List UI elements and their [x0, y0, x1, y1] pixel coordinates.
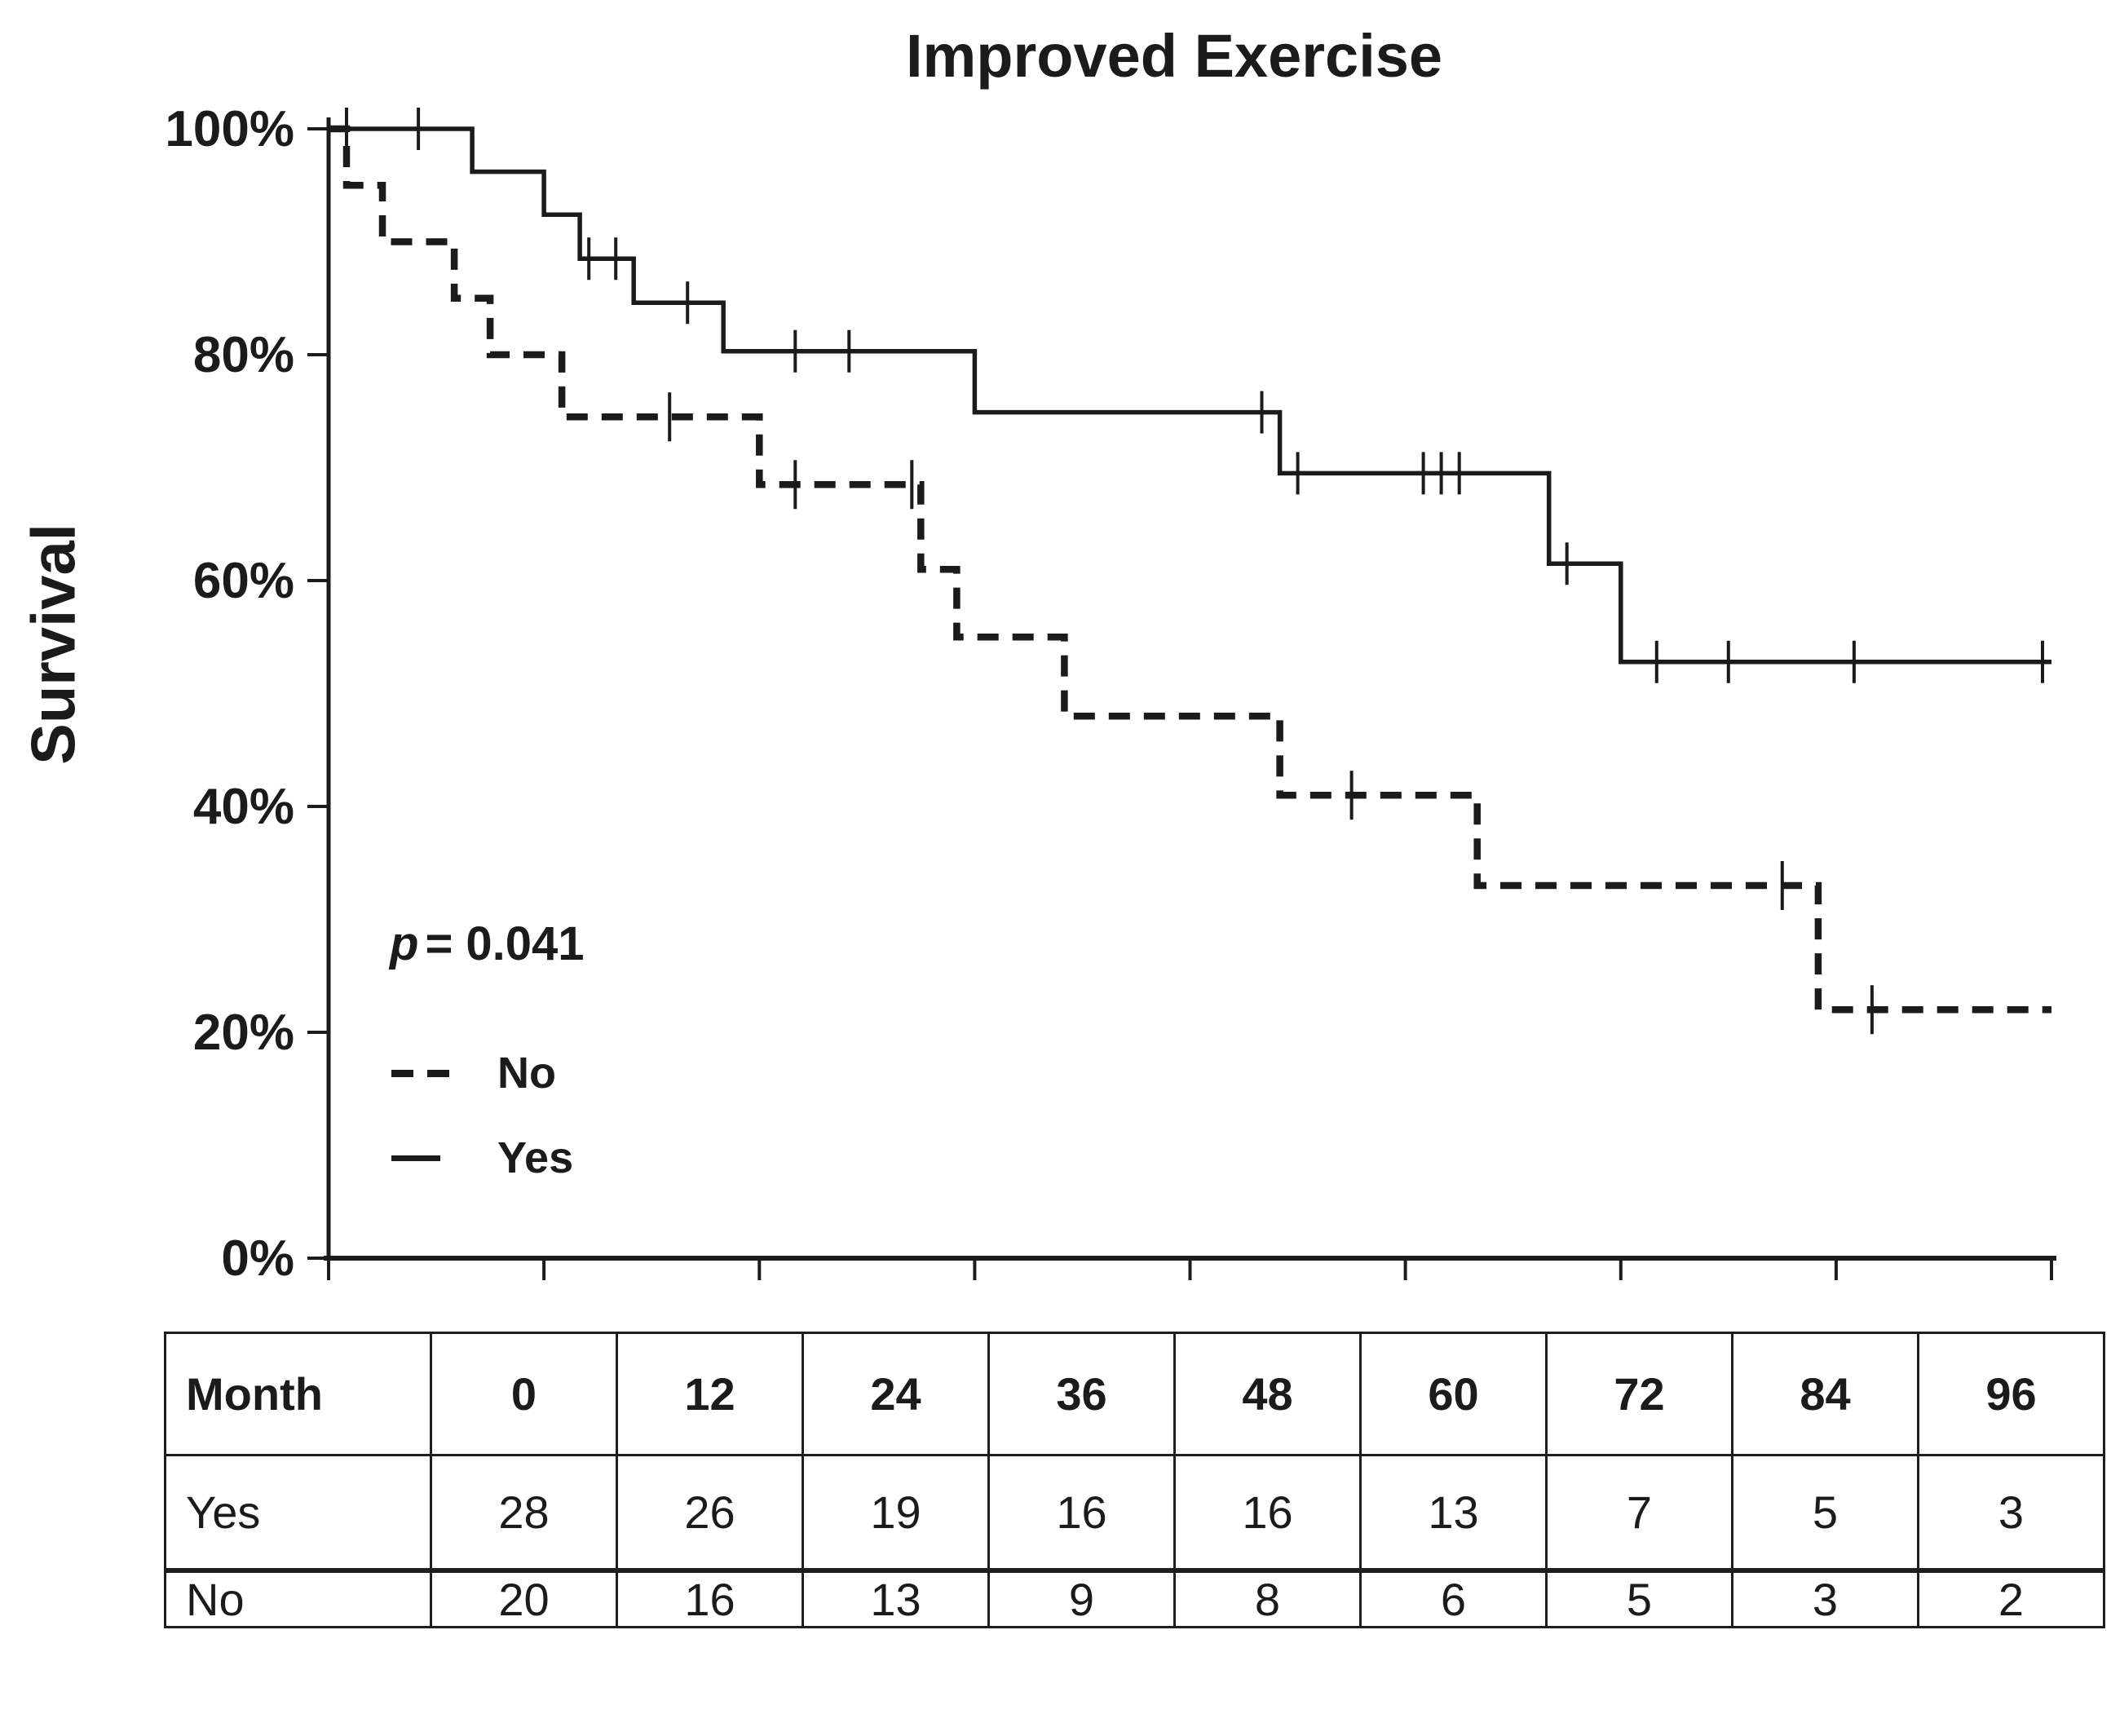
risk-count-cell: 9	[987, 1569, 1176, 1628]
risk-count-cell: 7	[1545, 1454, 1733, 1573]
risk-table-month-84: 84	[1731, 1332, 1919, 1456]
y-tick-label: 60%	[193, 553, 294, 609]
p-value-annotation: p = 0.041	[390, 917, 585, 971]
y-tick-label: 80%	[193, 327, 294, 383]
legend-label-yes: Yes	[497, 1133, 574, 1182]
risk-count-cell: 28	[430, 1454, 618, 1573]
legend-item-no: No	[391, 1044, 573, 1102]
risk-count-cell: 16	[1173, 1454, 1362, 1573]
risk-table-month-48: 48	[1173, 1332, 1362, 1456]
solid-line-sample-icon	[391, 1155, 466, 1161]
yes-survival-curve	[329, 126, 2051, 665]
p-symbol: p	[390, 917, 419, 970]
km-plot-canvas: 100% 80% 60% 40% 20% 0%	[165, 101, 2056, 1287]
no-survival-curve	[329, 125, 2051, 1014]
risk-count-cell: 5	[1545, 1569, 1733, 1628]
p-value-text: = 0.041	[425, 917, 585, 970]
risk-table-month-36: 36	[987, 1332, 1176, 1456]
chart-title: Improved Exercise	[905, 22, 1443, 90]
dashed-line-sample-icon	[391, 1069, 466, 1077]
risk-table-header-row: Month 0 12 24 36 48 60 72 84 96	[164, 1332, 2105, 1456]
risk-row-label: No	[164, 1569, 432, 1628]
risk-table-month-12: 12	[616, 1332, 804, 1456]
risk-table-month-header: Month	[164, 1332, 432, 1456]
risk-table-month-60: 60	[1359, 1332, 1548, 1456]
risk-count-cell: 13	[1359, 1454, 1548, 1573]
risk-table-row-yes: Yes 28 26 19 16 16 13 7 5 3	[164, 1454, 2105, 1573]
risk-count-cell: 6	[1359, 1569, 1548, 1628]
risk-table-row-no: No 20 16 13 9 8 6 5 3 2	[164, 1569, 2105, 1628]
legend-item-yes: Yes	[391, 1129, 573, 1187]
y-tick-label: 40%	[193, 779, 294, 835]
risk-count-cell: 19	[802, 1454, 990, 1573]
risk-count-cell: 26	[616, 1454, 804, 1573]
risk-count-cell: 16	[616, 1569, 804, 1628]
risk-count-cell: 2	[1917, 1569, 2105, 1628]
risk-count-cell: 20	[430, 1569, 618, 1628]
legend-label-no: No	[497, 1049, 556, 1098]
risk-row-label: Yes	[164, 1454, 432, 1573]
y-axis-label: Survival	[19, 523, 89, 765]
risk-table-month-24: 24	[802, 1332, 990, 1456]
risk-count-cell: 3	[1731, 1569, 1919, 1628]
risk-count-cell: 16	[987, 1454, 1176, 1573]
risk-table-month-96: 96	[1917, 1332, 2105, 1456]
risk-count-cell: 8	[1173, 1569, 1362, 1628]
risk-table-month-0: 0	[430, 1332, 618, 1456]
risk-count-cell: 5	[1731, 1454, 1919, 1573]
risk-table-month-72: 72	[1545, 1332, 1733, 1456]
y-tick-label: 0%	[221, 1230, 294, 1287]
risk-count-cell: 3	[1917, 1454, 2105, 1573]
number-at-risk-table: Month 0 12 24 36 48 60 72 84 96 Yes 28 26 19 16 16 13 7 5 3…	[164, 1332, 2105, 1628]
legend: No Yes	[391, 1044, 573, 1213]
y-tick-label: 20%	[193, 1005, 294, 1061]
y-tick-label: 100%	[165, 101, 294, 157]
risk-count-cell: 13	[802, 1569, 990, 1628]
